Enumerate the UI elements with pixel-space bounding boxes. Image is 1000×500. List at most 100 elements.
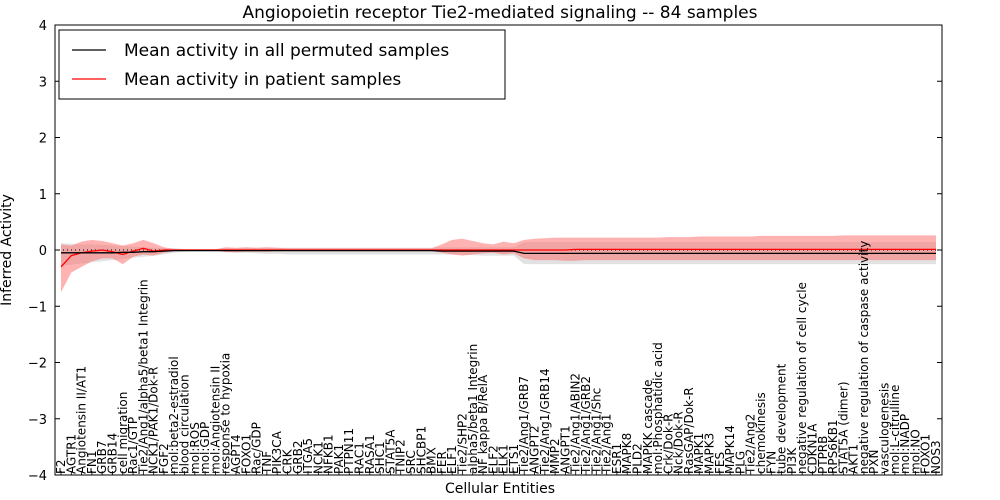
x-tick-label: MAPK1: [692, 433, 706, 474]
x-tick-label: PLG: [733, 451, 747, 474]
x-tick-label: BMX: [425, 447, 439, 474]
y-tick-label: 2: [39, 132, 47, 147]
legend-label-permuted: Mean activity in all permuted samples: [124, 41, 449, 61]
x-tick-label: NCK1: [311, 441, 325, 474]
x-tick-label: GRB14: [106, 433, 120, 474]
x-tick-label: Tie2/Ang1/ABIN2: [569, 373, 583, 475]
x-tick-label: blood circulation: [178, 374, 192, 474]
x-tick-label: FGF2: [157, 443, 171, 474]
x-tick-label: Tie2/Ang1/alpha5/beta1 Integrin: [136, 279, 150, 475]
x-tick-label: ANGPT1: [558, 425, 572, 474]
x-tick-label: mol:GDP: [198, 422, 212, 474]
x-tick-label: GRB2: [291, 440, 305, 474]
y-axis-ticks: −4 −3 −2 −1 0 1 2 3 4: [28, 19, 942, 484]
x-tick-label: mol:Angiotensin II: [208, 366, 222, 474]
x-tick-label: tube development: [775, 363, 789, 474]
x-tick-label: CDKN1A: [806, 423, 820, 474]
x-tick-label: mol:NADP: [898, 414, 912, 474]
x-tick-label: Tie2/Ang1/GRB2: [579, 376, 593, 475]
legend-box: [58, 29, 506, 100]
x-tick-label: Tie2/Ang1/Shc: [589, 388, 603, 475]
series-line-permuted: [61, 249, 936, 255]
x-tick-label: mol:L-citrulline: [888, 385, 902, 474]
y-tick-label: −4: [28, 469, 47, 484]
x-tick-label: FYN: [764, 451, 778, 474]
x-tick-label: MAPK3: [703, 433, 717, 474]
x-tick-label: mol:beta2-estradiol: [167, 356, 181, 474]
x-tick-label: PAK1: [332, 444, 346, 474]
x-tick-label: AKT1: [847, 444, 861, 474]
x-tick-label: TNF: [260, 451, 274, 475]
x-tick-label: ITGA5: [301, 438, 315, 474]
y-tick-label: −1: [28, 300, 47, 315]
x-tick-label: FN1: [85, 450, 99, 474]
series-lines: [55, 247, 942, 268]
x-tick-label: ETS1: [507, 444, 521, 474]
x-tick-label: PI3K: [785, 447, 799, 474]
y-axis-label: Inferred Activity: [0, 194, 15, 306]
x-tick-label: ELF1: [445, 445, 459, 474]
x-tick-label: PIK3CA: [270, 430, 284, 474]
x-tick-label: PTPN11: [342, 428, 356, 474]
x-tick-label: MMP2: [548, 438, 562, 474]
x-tick-label: FER: [435, 451, 449, 474]
x-tick-label: PTPRB: [816, 436, 830, 474]
x-tick-label: mol:ROS: [188, 422, 202, 474]
x-tick-label: Tie2/Ang1/GRB14: [538, 368, 552, 475]
x-tick-label: MAPK14: [723, 425, 737, 474]
x-tick-label: RASA1: [363, 434, 377, 474]
x-tick-label: cell migration: [116, 392, 130, 474]
x-tick-label: ELK1: [497, 444, 511, 474]
x-tick-label: Angiotensin II/AT1: [75, 366, 89, 474]
x-tick-label: FOXO1: [239, 434, 253, 474]
x-tick-label: Nck/Dok-R: [672, 411, 686, 474]
x-tick-label: TNIP2: [394, 439, 408, 475]
y-tick-label: 0: [39, 244, 47, 259]
x-tick-label: RasGAP/Dok-R: [682, 387, 696, 474]
x-tick-label: SHCBP1: [414, 426, 428, 474]
x-tick-label: ANGPT2: [528, 425, 542, 474]
x-tick-label: vasculogenesis: [878, 383, 892, 474]
x-tick-label: response to hypoxia: [219, 353, 233, 474]
x-axis-label: Cellular Entities: [445, 481, 555, 497]
x-tick-label: NOS3: [929, 440, 943, 474]
y-tick-label: 3: [39, 75, 47, 90]
y-tick-label: −2: [28, 357, 47, 372]
plot-frame: [54, 24, 943, 476]
x-tick-label: STAT5A: [383, 429, 397, 474]
x-tick-label: SHC1: [373, 441, 387, 474]
x-tick-label: RAC1: [353, 442, 367, 474]
x-tick-label: PXN: [867, 450, 881, 474]
y-tick-label: 1: [39, 188, 47, 203]
x-tick-label: FOXO1: [919, 434, 933, 474]
x-tick-label: STAT5A (dimer): [836, 381, 850, 474]
x-tick-label: F2: [54, 459, 68, 474]
x-tick-label: MAPKK cascade: [641, 379, 655, 474]
x-tick-label: NFKB1: [322, 434, 336, 474]
x-tick-label: GRB7: [95, 440, 109, 474]
x-tick-label: CRK: [281, 448, 295, 474]
x-tick-label: Tie2/Ang1: [600, 414, 614, 475]
x-tick-label: FES: [713, 452, 727, 474]
x-tick-label: Tie2/Ang1/GRB7: [517, 376, 531, 475]
x-tick-label: Rac/GDP: [250, 422, 264, 474]
x-tick-label: ELF2: [486, 445, 500, 474]
y-tick-label: −3: [28, 413, 47, 428]
x-tick-label: Tie2/SHP2: [456, 413, 470, 475]
x-tick-label: AGTR1: [64, 434, 78, 474]
x-tick-label: Rac1/GTP: [126, 417, 140, 474]
x-tick-label: AGPT4: [229, 435, 243, 475]
x-tick-label: Tie2/Ang2: [744, 414, 758, 475]
x-tick-label: mol:Phosphatidic acid: [651, 342, 665, 474]
x-tick-label: ESR1: [610, 443, 624, 474]
x-tick-label: negative regulation of cell cycle: [795, 282, 809, 474]
x-tick-label: chemokinesis: [754, 392, 768, 474]
x-tick-label: MAPK8: [620, 433, 634, 474]
x-tick-label: negative regulation of caspase activity: [857, 241, 871, 474]
x-tick-label: NCK1/PAK1/Dok-R: [147, 367, 161, 474]
x-tick-label: alpha5/beta1 Integrin: [466, 344, 480, 474]
legend: Mean activity in all permuted samples Me…: [58, 29, 506, 100]
x-tick-label: mol:NO: [908, 429, 922, 474]
